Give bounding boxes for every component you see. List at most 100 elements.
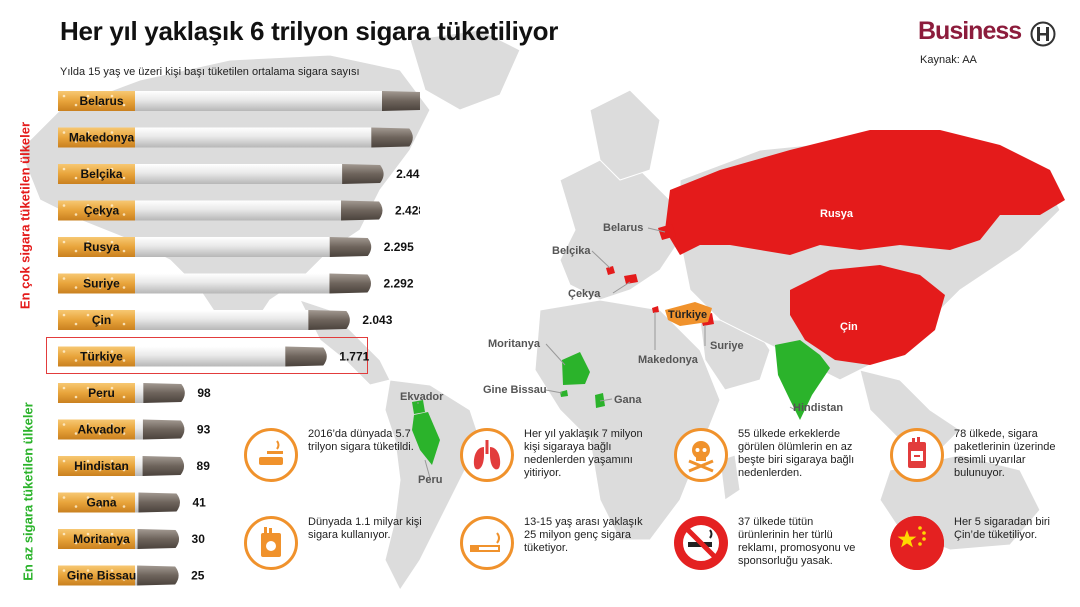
bar-filter-speck [74, 578, 78, 581]
chart-subtitle: Yılda 15 yaş ve üzeri kişi başı tüketile… [60, 66, 360, 78]
bar [135, 565, 138, 586]
bar-filter-speck [62, 204, 66, 207]
bar-filter-speck [86, 532, 90, 536]
map-southeast-asia [859, 369, 961, 451]
bar-row: Rusya 2.295 [58, 237, 414, 257]
bar [135, 419, 143, 440]
bar-ash [137, 565, 179, 586]
bar-ash [285, 346, 327, 367]
bar-row: Akvador 93 [58, 419, 211, 440]
category-label: Çin [92, 313, 111, 327]
value-label: 41 [192, 496, 206, 510]
bar-filter-speck [110, 569, 114, 572]
bar-filter-speck [122, 140, 126, 143]
bar-filter [58, 127, 135, 148]
bar-filter-speck [86, 240, 90, 244]
bar-filter-speck [74, 468, 78, 472]
category-label: Gine Bissau [67, 569, 136, 583]
bar-filter-speck [110, 532, 114, 536]
category-label: Hindistan [74, 459, 129, 473]
bar-row: Peru 98 [58, 383, 211, 403]
map-czechia [624, 274, 638, 284]
page-title: Her yıl yaklaşık 6 trilyon sigara tüketi… [60, 16, 559, 46]
bar-filter-speck [122, 432, 126, 435]
bar-filter-speck [122, 249, 126, 253]
bar-filter-speck [62, 277, 66, 280]
bar-filter-speck [110, 423, 114, 426]
bar [135, 492, 139, 513]
bar [135, 164, 343, 184]
bar-ash [371, 127, 413, 148]
map-south-america [384, 379, 481, 591]
map-label-syria: Suriye [710, 340, 744, 352]
ashtray-icon [244, 428, 298, 482]
fact-text: Dünyada 1.1 milyar kişi sigara kullanıyo… [308, 516, 422, 541]
map-leader-lines [417, 227, 796, 479]
category-label: Belarus [79, 94, 123, 108]
bar-filter-speck [86, 277, 90, 280]
bar-filter [58, 419, 135, 440]
bar-filter-speck [74, 541, 78, 545]
bar-filter [58, 565, 135, 586]
bar-filter-speck [98, 432, 102, 435]
map-label-macedonia: Makedonya [638, 354, 698, 366]
bar [135, 529, 138, 549]
bar-filter-speck [98, 176, 102, 180]
bar-ash [382, 91, 420, 111]
bar-filter-speck [122, 322, 126, 326]
map-label-peru: Peru [418, 474, 443, 486]
bar-filter-speck [122, 286, 126, 289]
bar-filter-speck [98, 541, 102, 545]
map-label-guinea-bissau: Gine Bissau [483, 384, 547, 396]
bar-filter-speck [86, 386, 90, 390]
bar-ash [329, 237, 372, 257]
bar-ash [308, 310, 350, 330]
bar-filter-speck [110, 496, 114, 499]
cigarette-pack-warning-icon [890, 428, 944, 482]
map-greenland [409, 29, 521, 111]
bar-row: Belçika 2.441 [58, 164, 420, 184]
bar-filter-speck [110, 313, 114, 317]
category-label: Akvador [77, 423, 125, 437]
category-label: Suriye [83, 277, 120, 291]
bar-filter-speck [122, 176, 126, 180]
bar-filter-speck [110, 277, 114, 280]
bar-ash [138, 492, 180, 513]
bar-filter-speck [110, 167, 114, 171]
map-india [775, 340, 830, 420]
bar-filter [58, 456, 135, 476]
bar-filter-speck [98, 468, 102, 472]
china-flag-icon [890, 516, 944, 570]
bar-filter [58, 310, 135, 330]
bar-row: Hindistan 89 [58, 456, 210, 476]
map-china [790, 265, 945, 365]
bar-filter-speck [86, 350, 90, 353]
fact-text: Her yıl yaklaşık 7 milyon kişi sigaraya … [524, 428, 643, 479]
bar-filter-speck [74, 249, 78, 253]
map-label-china: Çin [840, 321, 858, 333]
bar-filter [58, 91, 135, 111]
bar-ash [341, 200, 383, 221]
bar-filter-speck [62, 240, 66, 244]
bar-ash [143, 383, 185, 403]
map-label-belgium: Belçika [552, 245, 591, 257]
map-label-czechia: Çekya [568, 288, 601, 300]
fact-text: 37 ülkede tütün ürünlerinin her türlü re… [738, 516, 856, 567]
bar-filter-speck [62, 423, 66, 426]
map-belarus [658, 224, 676, 240]
bar-filter [58, 492, 135, 513]
bar [135, 237, 330, 257]
bar-filter-speck [62, 532, 66, 536]
map-peru [412, 412, 440, 465]
map-highlight-most [606, 130, 1065, 365]
bar-filter-speck [122, 505, 126, 508]
value-label: 98 [197, 386, 211, 400]
bar [135, 91, 382, 111]
bar-filter-speck [86, 496, 90, 499]
value-label: 2.441 [396, 167, 420, 181]
map-label-india: Hindistan [793, 402, 844, 414]
bar-filter-speck [86, 569, 90, 572]
bar [135, 310, 309, 330]
bar-ash [342, 164, 384, 184]
bar-filter-speck [86, 204, 90, 207]
